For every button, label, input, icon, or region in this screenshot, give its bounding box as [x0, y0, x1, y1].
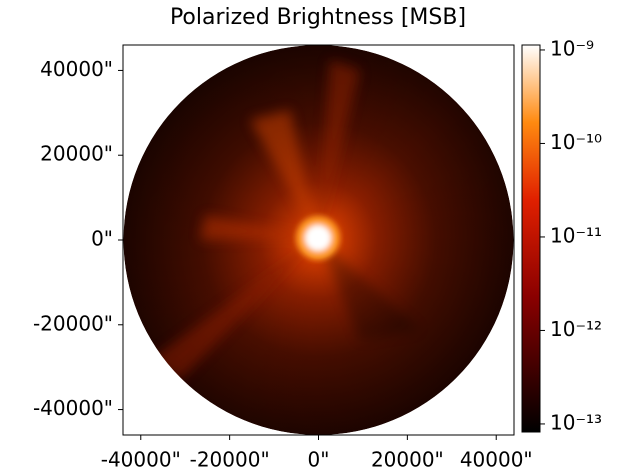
- y-tick-label: 20000": [40, 142, 113, 166]
- y-tick-label: -20000": [33, 311, 113, 335]
- colorbar: [522, 45, 540, 432]
- chart-title: Polarized Brightness [MSB]: [170, 5, 466, 30]
- y-tick-label: -40000": [33, 396, 113, 420]
- x-tick-label: 40000": [460, 448, 533, 472]
- colorbar-tick-label: 10⁻¹⁰: [550, 130, 602, 154]
- colorbar-tick-label: 10⁻¹²: [550, 317, 602, 341]
- x-tick-label: 0": [308, 448, 330, 472]
- x-tick-label: -20000": [190, 448, 270, 472]
- y-tick-label: 0": [91, 227, 113, 251]
- x-tick-label: -40000": [101, 448, 181, 472]
- colorbar-tick-label: 10⁻¹¹: [550, 223, 602, 247]
- heatmap-image: [123, 45, 514, 435]
- chart: Polarized Brightness [MSB] -40000" -20000…: [0, 0, 625, 475]
- colorbar-tick-label: 10⁻¹³: [550, 410, 602, 434]
- y-tick-label: 40000": [40, 57, 113, 81]
- x-tick-label: 20000": [371, 448, 444, 472]
- colorbar-tick-label: 10⁻⁹: [550, 36, 594, 60]
